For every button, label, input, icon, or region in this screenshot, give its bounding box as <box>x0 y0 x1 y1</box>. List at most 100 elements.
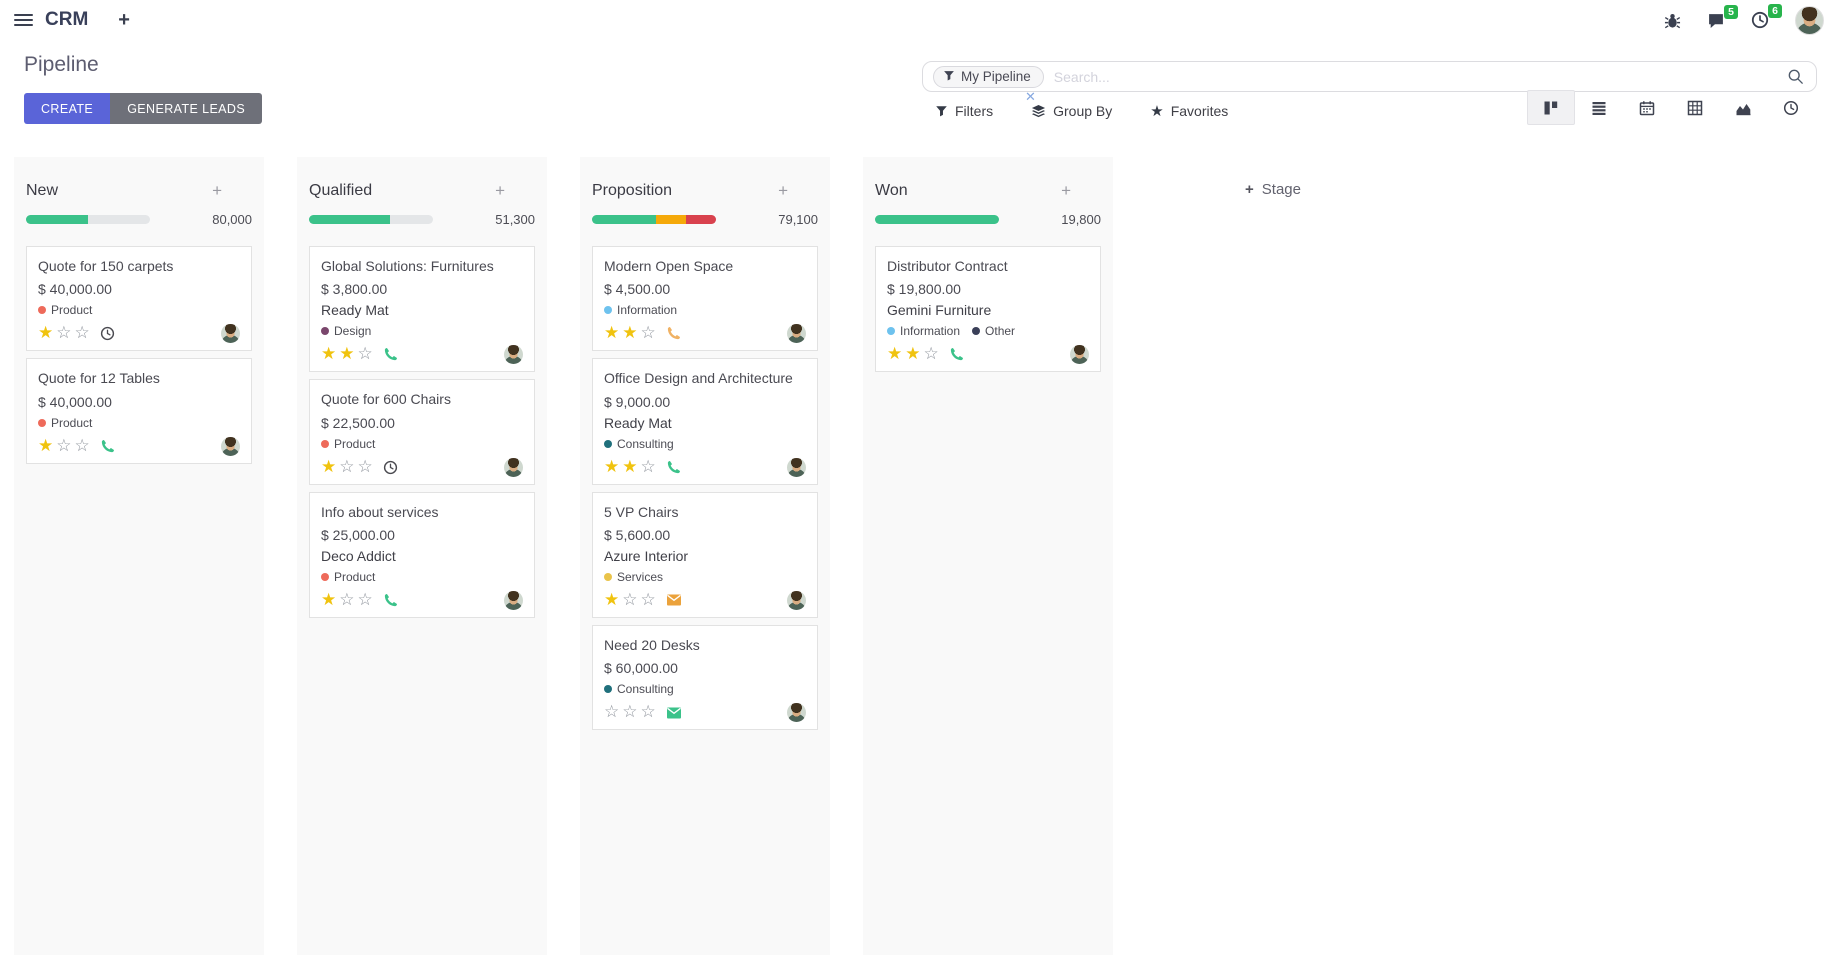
kanban-card[interactable]: Distributor Contract $ 19,800.00 Gemini … <box>875 246 1101 373</box>
add-record-icon[interactable]: + <box>778 181 788 200</box>
card-amount: $ 60,000.00 <box>604 660 678 677</box>
view-graph-button[interactable] <box>1719 90 1767 125</box>
search-facet[interactable]: My Pipeline <box>933 65 1044 88</box>
activity-phone-icon[interactable] <box>100 439 115 454</box>
star-icon-filled[interactable]: ★ <box>622 323 638 343</box>
star-icon-filled[interactable]: ★ <box>38 435 54 455</box>
activity-phone-icon[interactable] <box>949 347 964 362</box>
search-icon[interactable] <box>1787 68 1804 85</box>
user-avatar[interactable] <box>1795 5 1824 35</box>
kanban-card[interactable]: Info about services $ 25,000.00 Deco Add… <box>309 491 535 618</box>
bug-icon[interactable] <box>1664 12 1681 29</box>
tag: Consulting <box>604 682 674 696</box>
filters-label: Filters <box>955 103 994 119</box>
star-icon-empty[interactable]: ☆ <box>622 589 638 609</box>
add-record-icon[interactable]: + <box>495 181 505 200</box>
salesperson-avatar <box>1070 345 1089 365</box>
star-icon-empty[interactable]: ☆ <box>339 589 355 609</box>
star-icon-filled[interactable]: ★ <box>604 456 620 476</box>
search-input[interactable] <box>1051 67 1787 86</box>
star-icon-empty[interactable]: ☆ <box>357 344 373 364</box>
add-record-icon[interactable]: + <box>1061 181 1071 200</box>
kanban-column-new: New + 80,000 Quote for 150 carpets $ 40,… <box>14 157 264 955</box>
generate-leads-button[interactable]: GENERATE LEADS <box>110 93 263 124</box>
star-icon-filled[interactable]: ★ <box>622 456 638 476</box>
view-pivot-button[interactable] <box>1671 90 1719 125</box>
star-icon-empty[interactable]: ☆ <box>56 323 72 343</box>
priority-stars[interactable]: ★ ☆ ☆ <box>321 458 376 477</box>
kanban-card[interactable]: Quote for 150 carpets $ 40,000.00 Produc… <box>26 246 252 352</box>
favorites-button[interactable]: ★ Favorites <box>1150 103 1228 119</box>
star-icon-empty[interactable]: ☆ <box>604 702 620 722</box>
card-title: Need 20 Desks <box>604 636 700 653</box>
kanban-card[interactable]: Quote for 12 Tables $ 40,000.00 Product … <box>26 358 252 464</box>
activity-envelope-icon[interactable] <box>666 706 682 720</box>
kanban-card[interactable]: 5 VP Chairs $ 5,600.00 Azure Interior Se… <box>592 491 818 618</box>
add-record-icon[interactable]: + <box>212 181 222 200</box>
activity-phone-icon[interactable] <box>666 326 681 341</box>
star-icon-filled[interactable]: ★ <box>604 589 620 609</box>
app-name[interactable]: CRM <box>45 9 89 30</box>
star-icon-empty[interactable]: ☆ <box>56 435 72 455</box>
priority-stars[interactable]: ★ ★ ☆ <box>604 458 659 477</box>
apps-menu-icon[interactable] <box>14 11 33 29</box>
view-list-button[interactable] <box>1575 90 1623 125</box>
kanban-card[interactable]: Need 20 Desks $ 60,000.00 Consulting ☆ ☆ ☆ <box>592 624 818 731</box>
add-stage-button[interactable]: + Stage <box>1245 181 1301 198</box>
star-icon-empty[interactable]: ☆ <box>357 589 373 609</box>
star-icon-empty[interactable]: ☆ <box>339 456 355 476</box>
column-progressbar[interactable] <box>592 215 716 224</box>
control-panel: Pipeline CREATE GENERATE LEADS My Pipeli… <box>0 40 1838 157</box>
messages-icon[interactable]: 5 <box>1707 4 1738 29</box>
view-calendar-button[interactable] <box>1623 90 1671 125</box>
star-icon-empty[interactable]: ☆ <box>640 456 656 476</box>
plus-icon[interactable]: + <box>118 8 130 31</box>
star-icon-filled[interactable]: ★ <box>321 456 337 476</box>
priority-stars[interactable]: ★ ☆ ☆ <box>321 591 376 610</box>
activity-clock-icon[interactable] <box>100 326 115 341</box>
priority-stars[interactable]: ★ ★ ☆ <box>887 345 942 364</box>
search-bar[interactable]: My Pipeline ✕ <box>922 61 1817 104</box>
view-kanban-button[interactable] <box>1527 90 1575 125</box>
star-icon-filled[interactable]: ★ <box>905 344 921 364</box>
star-icon-empty[interactable]: ☆ <box>74 435 90 455</box>
activity-phone-icon[interactable] <box>383 347 398 362</box>
activity-phone-icon[interactable] <box>666 460 681 475</box>
create-button[interactable]: CREATE <box>24 93 111 124</box>
star-icon-empty[interactable]: ☆ <box>923 344 939 364</box>
kanban-card[interactable]: Office Design and Architecture $ 9,000.0… <box>592 358 818 485</box>
column-progressbar[interactable] <box>875 215 999 224</box>
facet-remove-icon[interactable]: ✕ <box>1025 89 1036 104</box>
star-icon-empty[interactable]: ☆ <box>640 702 656 722</box>
star-icon-filled[interactable]: ★ <box>887 344 903 364</box>
star-icon-filled[interactable]: ★ <box>321 344 337 364</box>
column-progressbar[interactable] <box>309 215 433 224</box>
star-icon-filled[interactable]: ★ <box>321 589 337 609</box>
column-progressbar[interactable] <box>26 215 150 224</box>
activity-envelope-icon[interactable] <box>666 593 682 607</box>
priority-stars[interactable]: ★ ☆ ☆ <box>604 591 659 610</box>
activity-clock-icon[interactable] <box>383 460 398 475</box>
star-icon-filled[interactable]: ★ <box>339 344 355 364</box>
star-icon-filled[interactable]: ★ <box>604 323 620 343</box>
priority-stars[interactable]: ★ ☆ ☆ <box>38 324 93 343</box>
filters-button[interactable]: Filters <box>935 103 993 119</box>
activity-phone-icon[interactable] <box>383 593 398 608</box>
priority-stars[interactable]: ★ ★ ☆ <box>321 345 376 364</box>
kanban-card[interactable]: Modern Open Space $ 4,500.00 Information… <box>592 246 818 352</box>
star-icon-empty[interactable]: ☆ <box>357 456 373 476</box>
group-by-button[interactable]: Group By <box>1031 103 1112 119</box>
kanban-card[interactable]: Quote for 600 Chairs $ 22,500.00 Product… <box>309 379 535 485</box>
star-icon-filled[interactable]: ★ <box>38 323 54 343</box>
activities-icon[interactable]: 6 <box>1751 4 1782 29</box>
priority-stars[interactable]: ★ ★ ☆ <box>604 324 659 343</box>
view-activity-button[interactable] <box>1767 90 1815 125</box>
kanban-card[interactable]: Global Solutions: Furnitures $ 3,800.00 … <box>309 246 535 373</box>
salesperson-avatar <box>221 436 240 456</box>
star-icon-empty[interactable]: ☆ <box>622 702 638 722</box>
priority-stars[interactable]: ☆ ☆ ☆ <box>604 703 659 722</box>
priority-stars[interactable]: ★ ☆ ☆ <box>38 437 93 456</box>
star-icon-empty[interactable]: ☆ <box>74 323 90 343</box>
star-icon-empty[interactable]: ☆ <box>640 323 656 343</box>
star-icon-empty[interactable]: ☆ <box>640 589 656 609</box>
